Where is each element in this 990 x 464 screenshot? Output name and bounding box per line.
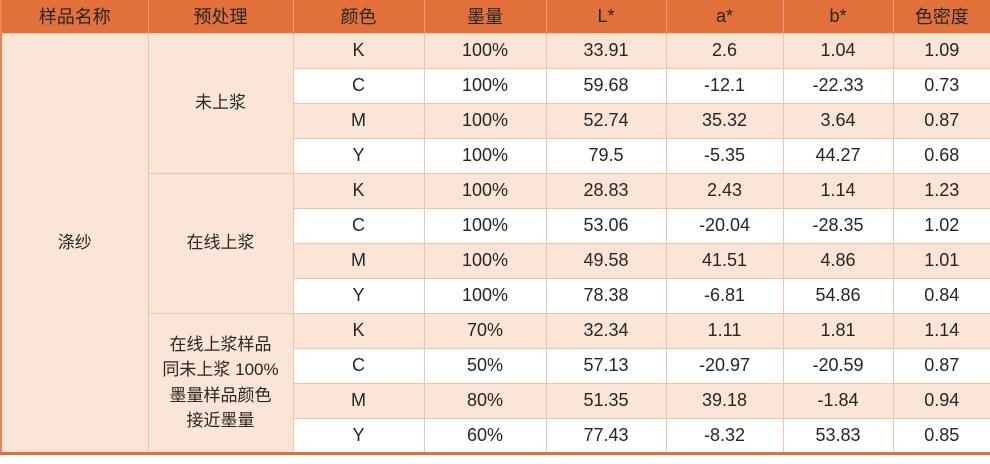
ink-cell: 80% xyxy=(423,382,547,419)
density-cell: 0.68 xyxy=(892,137,990,174)
b-cell: 53.83 xyxy=(782,417,894,454)
pretreatment-cell: 未上浆 xyxy=(147,32,294,174)
b-cell: 1.04 xyxy=(782,32,894,69)
b-cell: 4.86 xyxy=(782,242,894,279)
b-cell: -20.59 xyxy=(782,347,894,384)
density-cell: 0.87 xyxy=(892,102,990,139)
l-cell: 33.91 xyxy=(545,32,667,69)
ink-cell: 100% xyxy=(423,242,547,279)
color-cell: C xyxy=(292,67,425,104)
table-row: Y 60% 77.43 -8.32 53.83 0.85 xyxy=(1,417,990,454)
a-cell: -12.1 xyxy=(665,67,784,104)
b-cell: -28.35 xyxy=(782,207,894,244)
density-cell: 0.73 xyxy=(892,67,990,104)
a-cell: 2.43 xyxy=(665,172,784,209)
table-row: M 100% 52.74 35.32 3.64 0.87 xyxy=(1,102,990,139)
color-cell: K xyxy=(292,312,425,349)
l-cell: 52.74 xyxy=(545,102,667,139)
a-cell: -5.35 xyxy=(665,137,784,174)
color-cell: Y xyxy=(292,277,425,314)
table-row: 在线上浆 K 100% 28.83 2.43 1.14 1.23 xyxy=(1,172,990,314)
b-cell: 1.81 xyxy=(782,312,894,349)
density-cell: 1.01 xyxy=(892,242,990,279)
col-header-ink-amount: 墨量 xyxy=(423,0,546,33)
col-header-color: 颜色 xyxy=(292,0,424,33)
l-cell: 77.43 xyxy=(545,417,667,454)
ink-cell: 100% xyxy=(423,172,547,209)
table-row: Y 100% 79.5 -5.35 44.27 0.68 xyxy=(1,137,990,174)
color-cell: C xyxy=(292,347,425,384)
col-header-density: 色密度 xyxy=(892,0,990,33)
ink-cell: 100% xyxy=(423,277,547,314)
b-cell: -22.33 xyxy=(782,67,894,104)
density-cell: 0.84 xyxy=(892,277,990,314)
table-row: 在线上浆样品 同未上浆 100% 墨量样品颜色 接近墨量 K 70% 32.34… xyxy=(1,312,990,454)
ink-cell: 100% xyxy=(423,207,547,244)
col-header-sample-name: 样品名称 xyxy=(1,0,148,33)
a-cell: -20.04 xyxy=(665,207,784,244)
a-cell: 41.51 xyxy=(665,242,784,279)
col-header-b: b* xyxy=(782,0,893,33)
col-header-pretreatment: 预处理 xyxy=(147,0,293,33)
density-cell: 0.94 xyxy=(892,382,990,419)
l-cell: 59.68 xyxy=(545,67,667,104)
b-cell: -1.84 xyxy=(782,382,894,419)
table-row: 涤纱 未上浆 K 100% 33.91 2.6 1.04 1.09 xyxy=(0,32,990,454)
density-cell: 1.14 xyxy=(892,312,990,349)
a-cell: -8.32 xyxy=(665,417,784,454)
ink-cell: 100% xyxy=(423,137,547,174)
ink-cell: 60% xyxy=(423,417,547,454)
header-row: 样品名称 预处理 颜色 墨量 L* a* b* 色密度 xyxy=(1,0,990,33)
table-row: C 50% 57.13 -20.97 -20.59 0.87 xyxy=(1,347,990,384)
ink-cell: 70% xyxy=(423,312,547,349)
a-cell: -6.81 xyxy=(665,277,784,314)
color-cell: Y xyxy=(292,137,425,174)
ink-cell: 50% xyxy=(423,347,547,384)
color-cell: C xyxy=(292,207,425,244)
density-cell: 0.85 xyxy=(892,417,990,454)
l-cell: 57.13 xyxy=(545,347,667,384)
table-row: M 100% 49.58 41.51 4.86 1.01 xyxy=(1,242,990,279)
l-cell: 28.83 xyxy=(545,172,667,209)
col-header-L: L* xyxy=(545,0,666,33)
a-cell: 1.11 xyxy=(665,312,784,349)
ink-cell: 100% xyxy=(423,32,547,69)
color-cell: M xyxy=(292,102,425,139)
table-row: M 80% 51.35 39.18 -1.84 0.94 xyxy=(1,382,990,419)
a-cell: -20.97 xyxy=(665,347,784,384)
a-cell: 39.18 xyxy=(665,382,784,419)
l-cell: 79.5 xyxy=(545,137,667,174)
l-cell: 49.58 xyxy=(545,242,667,279)
ink-cell: 100% xyxy=(423,102,547,139)
l-cell: 53.06 xyxy=(545,207,667,244)
b-cell: 44.27 xyxy=(782,137,894,174)
density-cell: 0.87 xyxy=(892,347,990,384)
a-cell: 35.32 xyxy=(665,102,784,139)
a-cell: 2.6 xyxy=(665,32,784,69)
table-row: Y 100% 78.38 -6.81 54.86 0.84 xyxy=(1,277,990,314)
table-row: C 100% 59.68 -12.1 -22.33 0.73 xyxy=(1,67,990,104)
density-cell: 1.02 xyxy=(892,207,990,244)
pretreatment-cell: 在线上浆 xyxy=(147,172,294,314)
color-cell: K xyxy=(292,172,425,209)
table-row: C 100% 53.06 -20.04 -28.35 1.02 xyxy=(1,207,990,244)
sample-name-cell: 涤纱 xyxy=(0,32,149,454)
l-cell: 51.35 xyxy=(545,382,667,419)
b-cell: 54.86 xyxy=(782,277,894,314)
l-cell: 78.38 xyxy=(545,277,667,314)
ink-cell: 100% xyxy=(423,67,547,104)
col-header-a: a* xyxy=(665,0,783,33)
density-cell: 1.23 xyxy=(892,172,990,209)
color-cell: M xyxy=(292,242,425,279)
l-cell: 32.34 xyxy=(545,312,667,349)
color-cell: K xyxy=(292,32,425,69)
color-cell: M xyxy=(292,382,425,419)
density-cell: 1.09 xyxy=(892,32,990,69)
color-cell: Y xyxy=(292,417,425,454)
pretreatment-cell: 在线上浆样品 同未上浆 100% 墨量样品颜色 接近墨量 xyxy=(147,312,294,454)
b-cell: 1.14 xyxy=(782,172,894,209)
b-cell: 3.64 xyxy=(782,102,894,139)
